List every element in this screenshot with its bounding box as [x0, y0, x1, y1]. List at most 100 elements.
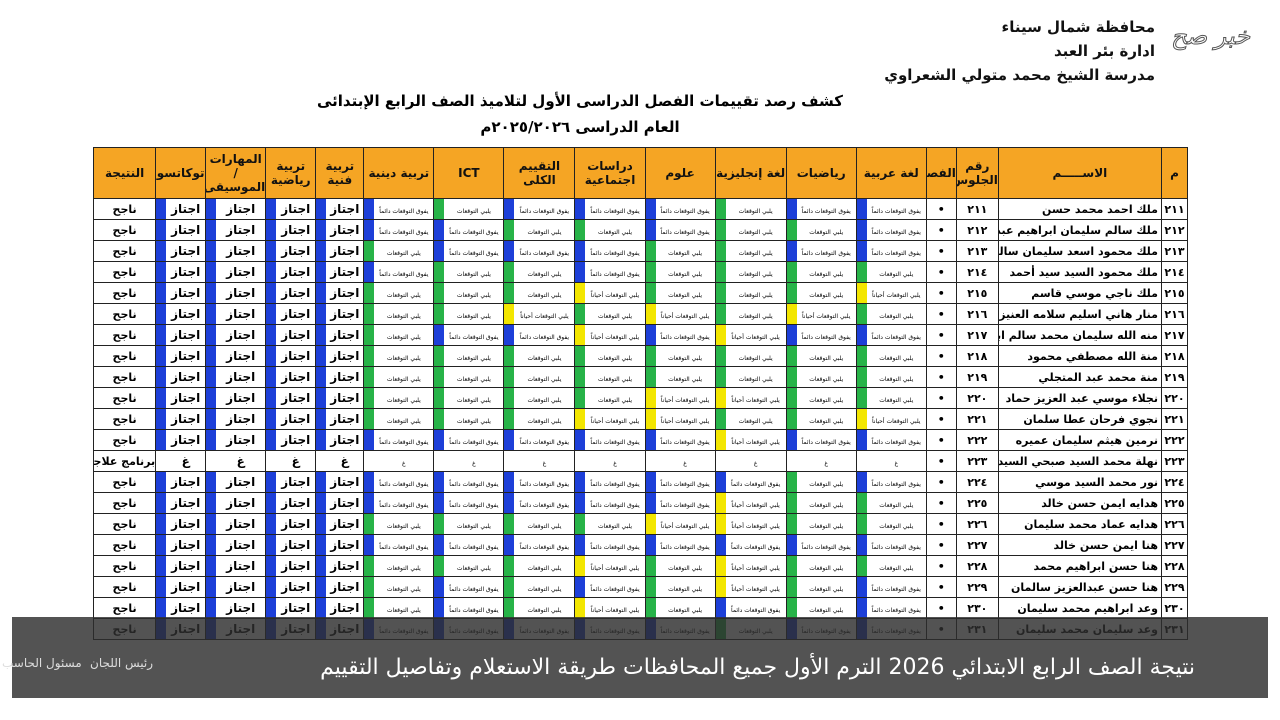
- grade-text: غ: [894, 459, 899, 467]
- grade-marker: [266, 493, 277, 513]
- grade-marker: [156, 535, 167, 555]
- grade-cell: اجتاز: [205, 366, 267, 388]
- grade-text: غ: [181, 454, 190, 468]
- column-header: تربية فنية: [315, 147, 365, 199]
- grade-text: يفوق التوقعات دائماً: [519, 543, 570, 551]
- grade-cell: يلبي التوقعات: [503, 345, 576, 367]
- grade-cell: يلبي التوقعات: [644, 240, 716, 262]
- grade-marker: [716, 430, 726, 450]
- grade-marker: [266, 598, 277, 618]
- grade-text: يلبي التوقعات: [456, 396, 491, 404]
- grade-cell: اجتاز: [205, 576, 267, 598]
- grade-marker: [156, 409, 167, 429]
- grade-text: يلبي التوقعات أحياناً: [590, 606, 640, 614]
- row-number: ٢٢٤: [1160, 471, 1189, 493]
- grade-text: يلبي التوقعات: [668, 354, 703, 362]
- grade-text: اجتاز: [171, 265, 201, 279]
- grade-marker: [787, 283, 797, 303]
- grade-text: يلبي التوقعات: [386, 396, 421, 404]
- grade-cell: يلبي التوقعات: [503, 597, 576, 619]
- seat-number: ٢١١: [955, 198, 999, 220]
- grade-text: يلبي التوقعات: [527, 270, 562, 278]
- grade-marker: [716, 556, 726, 576]
- grade-cell: غ: [363, 450, 435, 472]
- grade-marker: [156, 388, 167, 408]
- grade-text: اجتاز: [330, 559, 360, 573]
- grade-cell: اجتاز: [205, 240, 267, 262]
- grade-marker: [316, 388, 327, 408]
- grade-marker: [156, 493, 167, 513]
- grade-cell: يلبي التوقعات أحياناً: [714, 429, 787, 451]
- grade-cell: يلبي التوقعات: [714, 303, 787, 325]
- grade-text: يلبي التوقعات: [668, 291, 703, 299]
- grade-text: اجتاز: [281, 601, 311, 615]
- row-number: ٢٢٦: [1160, 513, 1189, 535]
- grade-cell: يفوق التوقعات دائماً: [574, 240, 646, 262]
- grade-cell: يلبي التوقعات: [714, 198, 787, 220]
- grade-marker: [716, 283, 726, 303]
- row-number: ٢١٢: [1160, 219, 1189, 241]
- grade-cell: يلبي التوقعات: [714, 345, 787, 367]
- grade-cell: يفوق التوقعات دائماً: [855, 534, 927, 556]
- grade-marker: [857, 346, 867, 366]
- grade-marker: [434, 556, 445, 576]
- grade-text: يفوق التوقعات دائماً: [590, 543, 640, 551]
- grade-cell: يلبي التوقعات: [855, 387, 927, 409]
- row-number: ٢٢٨: [1160, 555, 1189, 577]
- grade-cell: يلبي التوقعات أحياناً: [714, 492, 787, 514]
- grade-cell: يلبي التوقعات: [503, 576, 576, 598]
- class-cell: •: [925, 345, 957, 367]
- grade-text: يلبي التوقعات: [456, 417, 491, 425]
- grade-marker: [364, 598, 375, 618]
- table-row: ٢٢٦ هدايه عماد محمد سليمان ٢٢٦ • يلبي التوقع…: [92, 513, 1189, 535]
- grade-text: اجتاز: [171, 559, 201, 573]
- grade-text: يلبي التوقعات: [386, 333, 421, 341]
- grade-text: يفوق التوقعات دائماً: [449, 501, 499, 509]
- grade-cell: يلبي التوقعات: [714, 261, 787, 283]
- grade-marker: [316, 367, 327, 387]
- grade-text: اجتاز: [226, 517, 256, 531]
- grade-text: يلبي التوقعات: [738, 291, 773, 299]
- grade-text: يفوق التوقعات دائماً: [379, 228, 429, 236]
- grade-cell: يفوق التوقعات دائماً: [644, 471, 716, 493]
- grade-cell: يلبي التوقعات: [785, 597, 857, 619]
- class-cell: •: [925, 240, 957, 262]
- grade-text: يفوق التوقعات دائماً: [590, 207, 640, 215]
- grade-marker: [716, 577, 726, 597]
- grade-marker: [434, 514, 445, 534]
- grade-text: يلبي التوقعات: [598, 375, 633, 383]
- grade-marker: [787, 409, 797, 429]
- grade-marker: [434, 388, 445, 408]
- grade-cell: اجتاز: [315, 534, 365, 556]
- grade-cell: اجتاز: [265, 303, 317, 325]
- grade-cell: يلبي التوقعات: [503, 408, 576, 430]
- row-number: ٢١٨: [1160, 345, 1189, 367]
- result: ناجح: [92, 576, 157, 598]
- grade-marker: [434, 283, 445, 303]
- row-number: ٢٢٢: [1160, 429, 1189, 451]
- grade-marker: [364, 241, 375, 261]
- grade-marker: [206, 535, 217, 555]
- grade-text: يلبي التوقعات: [738, 312, 773, 320]
- grade-text: يلبي التوقعات: [738, 249, 773, 257]
- grade-marker: [575, 220, 586, 240]
- grade-text: اجتاز: [171, 223, 201, 237]
- grade-marker: [206, 220, 217, 240]
- grade-marker: [575, 451, 586, 471]
- column-header: الفصل: [925, 147, 957, 199]
- grade-cell: يفوق التوقعات دائماً: [855, 240, 927, 262]
- grade-marker: [364, 262, 375, 282]
- grade-cell: يفوق التوقعات دائماً: [363, 198, 435, 220]
- grade-cell: اجتاز: [155, 492, 207, 514]
- student-name: ملك ناجي موسي قاسم: [997, 282, 1162, 304]
- grade-marker: [156, 325, 167, 345]
- grade-marker: [156, 346, 167, 366]
- grade-cell: يفوق التوقعات دائماً: [855, 219, 927, 241]
- grade-text: اجتاز: [281, 496, 311, 510]
- grade-cell: يلبي التوقعات: [363, 513, 435, 535]
- grade-cell: يلبي التوقعات: [433, 261, 505, 283]
- grade-text: يلبي التوقعات أحياناً: [590, 333, 640, 341]
- grade-cell: اجتاز: [205, 471, 267, 493]
- grade-marker: [316, 304, 327, 324]
- grade-marker: [266, 325, 277, 345]
